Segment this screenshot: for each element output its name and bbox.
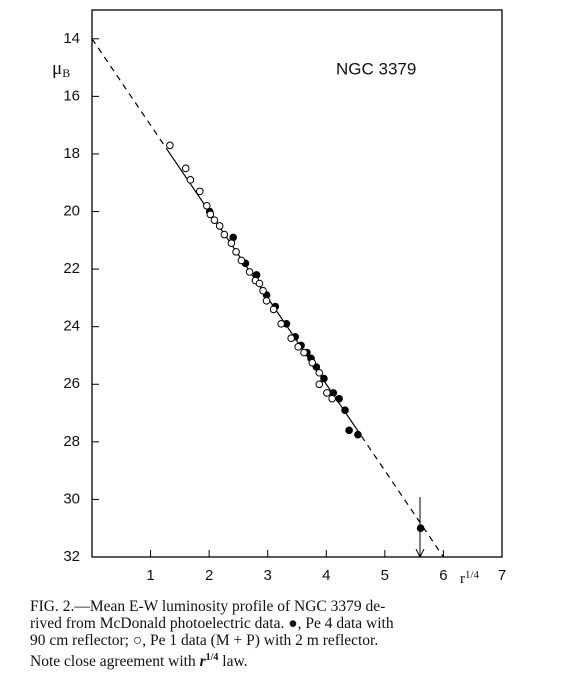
- caption-text: Note close agreement with: [30, 653, 200, 671]
- plot-frame: [91, 9, 503, 558]
- caption-text: rived from McDonald photoelectric data. …: [30, 615, 394, 632]
- caption-text: 1/4: [205, 652, 219, 663]
- y-label-sub: B: [62, 66, 70, 80]
- data-point: [203, 201, 211, 210]
- y-tick-label: 14: [63, 30, 80, 47]
- data-point: [335, 394, 343, 403]
- x-label-sup: 1/4: [465, 569, 480, 581]
- caption-text: law.: [218, 653, 248, 671]
- data-point: [277, 320, 285, 328]
- data-point: [354, 430, 362, 439]
- data-point: [287, 334, 295, 343]
- fit-line: [360, 435, 444, 558]
- x-tick-label: 5: [381, 567, 389, 584]
- data-point: [294, 343, 302, 351]
- caption-text: FIG. 2.—Mean E-W luminosity profile of N…: [30, 598, 386, 615]
- data-point: [215, 222, 224, 230]
- data-point: [262, 296, 271, 305]
- data-point: [328, 394, 336, 403]
- y-tick-label: 16: [63, 87, 80, 104]
- annotation: NGC 3379: [336, 59, 416, 78]
- data-point: [245, 268, 254, 276]
- chart: NGC 3379 μB r1/4 14 16 18 20 22 24 26 28 30 32 1 2 3…: [52, 9, 506, 588]
- data-point: [315, 368, 324, 377]
- y-label-main: μ: [52, 58, 62, 79]
- data-point: [186, 176, 195, 184]
- data-point: [232, 248, 240, 256]
- data-point: [195, 187, 204, 196]
- x-tick-label: 7: [498, 567, 506, 584]
- data-point: [210, 216, 219, 224]
- arrow-head: [415, 548, 425, 559]
- data-point: [300, 348, 308, 357]
- data-point: [237, 256, 246, 265]
- y-tick-label: 22: [63, 260, 80, 277]
- data-point: [220, 230, 229, 239]
- caption-text: 90 cm reflector; ○, Pe 1 data (M + P) wi…: [30, 632, 379, 649]
- data-point: [323, 389, 331, 397]
- x-label: r1/4: [460, 569, 480, 588]
- data-point: [166, 141, 174, 150]
- fit-line: [91, 38, 169, 152]
- caption-text: r: [199, 653, 206, 671]
- x-tick-label: 1: [146, 567, 154, 584]
- y-label: μB: [52, 58, 70, 79]
- caption-text: Note close agreement with r1/4 law.: [30, 649, 550, 670]
- x-tick-label: 6: [439, 567, 447, 584]
- data-point: [315, 380, 324, 389]
- y-tick-label: 32: [63, 548, 80, 565]
- data-point: [206, 210, 215, 219]
- caption: FIG. 2.—Mean E-W luminosity profile of N…: [30, 598, 550, 670]
- x-tick-label: 2: [205, 567, 213, 584]
- data-point: [259, 286, 267, 295]
- data-point: [341, 406, 349, 414]
- x-label-main: r: [460, 571, 465, 587]
- y-tick-label: 24: [63, 318, 80, 335]
- data-point: [416, 524, 425, 533]
- y-tick-label: 18: [63, 145, 80, 162]
- x-tick-label: 3: [264, 567, 272, 584]
- y-tick-label: 28: [63, 433, 80, 450]
- data-point: [227, 239, 236, 247]
- data-point: [320, 374, 328, 383]
- data-point: [255, 279, 264, 288]
- y-tick-label: 26: [63, 375, 80, 392]
- y-tick-label: 30: [63, 490, 80, 507]
- data-point: [269, 305, 278, 314]
- data-point: [345, 426, 353, 435]
- data-point: [181, 164, 190, 173]
- x-tick-label: 4: [322, 567, 330, 584]
- y-tick-label: 20: [63, 202, 80, 219]
- data-point: [308, 358, 317, 367]
